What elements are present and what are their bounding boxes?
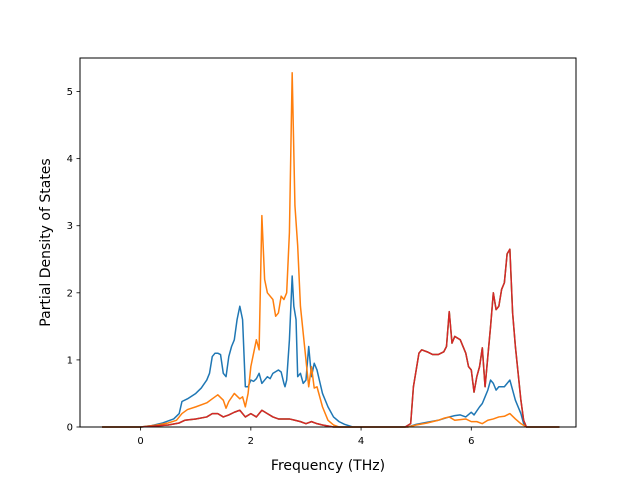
series-line-2	[102, 72, 560, 428]
plot-frame	[79, 57, 577, 428]
plot-background	[80, 58, 576, 427]
axes-layer: 0 2 4 6 0 1 2 3 4 5	[67, 87, 475, 447]
y-axis-label: Partial Density of States	[38, 158, 54, 326]
series-line-1	[102, 275, 560, 428]
x-tick-label: 0	[137, 436, 143, 447]
y-tick-label: 3	[67, 221, 73, 232]
x-tick-label: 6	[468, 436, 474, 447]
y-tick-label: 2	[67, 288, 73, 299]
series-line-4	[102, 248, 560, 428]
y-tick-label: 5	[67, 87, 73, 98]
series-layer	[102, 72, 560, 428]
x-tick-label: 2	[248, 436, 254, 447]
y-tick-label: 1	[67, 355, 73, 366]
x-tick-label: 4	[358, 436, 364, 447]
y-tick-label: 4	[67, 154, 73, 165]
y-tick-label: 0	[67, 423, 73, 434]
x-axis-label: Frequency (THz)	[271, 458, 385, 474]
